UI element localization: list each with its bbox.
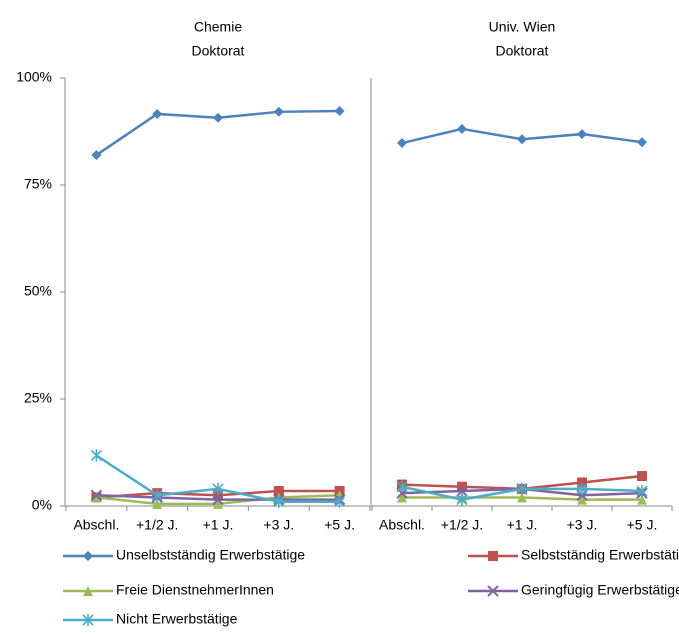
- marker: [213, 498, 223, 509]
- legend-marker: [487, 585, 499, 597]
- x-tick-label: +1/2 J.: [441, 517, 483, 533]
- panel-title: Chemie: [194, 19, 242, 35]
- marker: [456, 493, 468, 506]
- marker: [273, 495, 285, 508]
- x-tick-label: +1 J.: [203, 517, 234, 533]
- marker: [637, 494, 647, 505]
- legend-marker: [488, 551, 498, 561]
- marker: [91, 492, 102, 503]
- marker: [90, 449, 102, 462]
- marker: [273, 486, 284, 497]
- legend-label: Unselbstständig Erwerbstätige: [116, 547, 305, 563]
- x-tick-label: +3 J.: [263, 517, 294, 533]
- marker: [457, 123, 467, 134]
- marker: [636, 485, 648, 498]
- marker: [273, 106, 284, 117]
- x-tick-label: +3 J.: [567, 517, 598, 533]
- legend-label: Nicht Erwerbstätige: [116, 611, 238, 627]
- marker: [577, 494, 587, 505]
- legend-marker: [83, 551, 93, 561]
- legend-marker: [82, 614, 94, 626]
- x-tick-label: +5 J.: [627, 517, 658, 533]
- legend-label: Selbstständig Erwerbstätige: [521, 547, 679, 563]
- marker: [517, 492, 527, 503]
- x-tick-label: +5 J.: [324, 517, 355, 533]
- y-tick-label: 50%: [24, 283, 52, 299]
- marker: [213, 112, 223, 123]
- x-tick-label: +1 J.: [507, 517, 538, 533]
- marker: [576, 482, 588, 495]
- marker: [397, 138, 407, 149]
- y-tick-label: 100%: [16, 69, 52, 85]
- legend-label: Geringfügig Erwerbstätige: [521, 582, 679, 598]
- marker: [577, 477, 587, 488]
- panel-title: Doktorat: [496, 43, 549, 59]
- y-tick-label: 0%: [32, 497, 52, 513]
- marker: [396, 480, 408, 493]
- marker: [91, 150, 102, 161]
- marker: [577, 129, 587, 140]
- legend-label: Freie DienstnehmerInnen: [116, 582, 274, 598]
- x-tick-label: Abschl.: [379, 517, 425, 533]
- marker: [516, 482, 528, 495]
- marker: [517, 134, 527, 145]
- marker: [212, 482, 224, 495]
- marker: [637, 137, 647, 148]
- y-tick-label: 25%: [24, 390, 52, 406]
- x-tick-label: +1/2 J.: [136, 517, 178, 533]
- marker: [152, 498, 163, 509]
- marker: [456, 485, 468, 497]
- marker: [90, 489, 103, 502]
- marker: [152, 108, 163, 119]
- x-tick-label: Abschl.: [73, 517, 119, 533]
- marker: [637, 471, 647, 482]
- y-tick-label: 75%: [24, 176, 52, 192]
- legend-marker: [83, 586, 93, 596]
- panel-title: Univ. Wien: [489, 19, 556, 35]
- marker: [213, 490, 223, 501]
- marker: [334, 105, 345, 116]
- marker: [334, 495, 346, 508]
- marker: [457, 481, 467, 492]
- marker: [397, 492, 407, 503]
- panel-title: Doktorat: [192, 43, 245, 59]
- marker: [212, 493, 224, 506]
- marker: [151, 489, 163, 502]
